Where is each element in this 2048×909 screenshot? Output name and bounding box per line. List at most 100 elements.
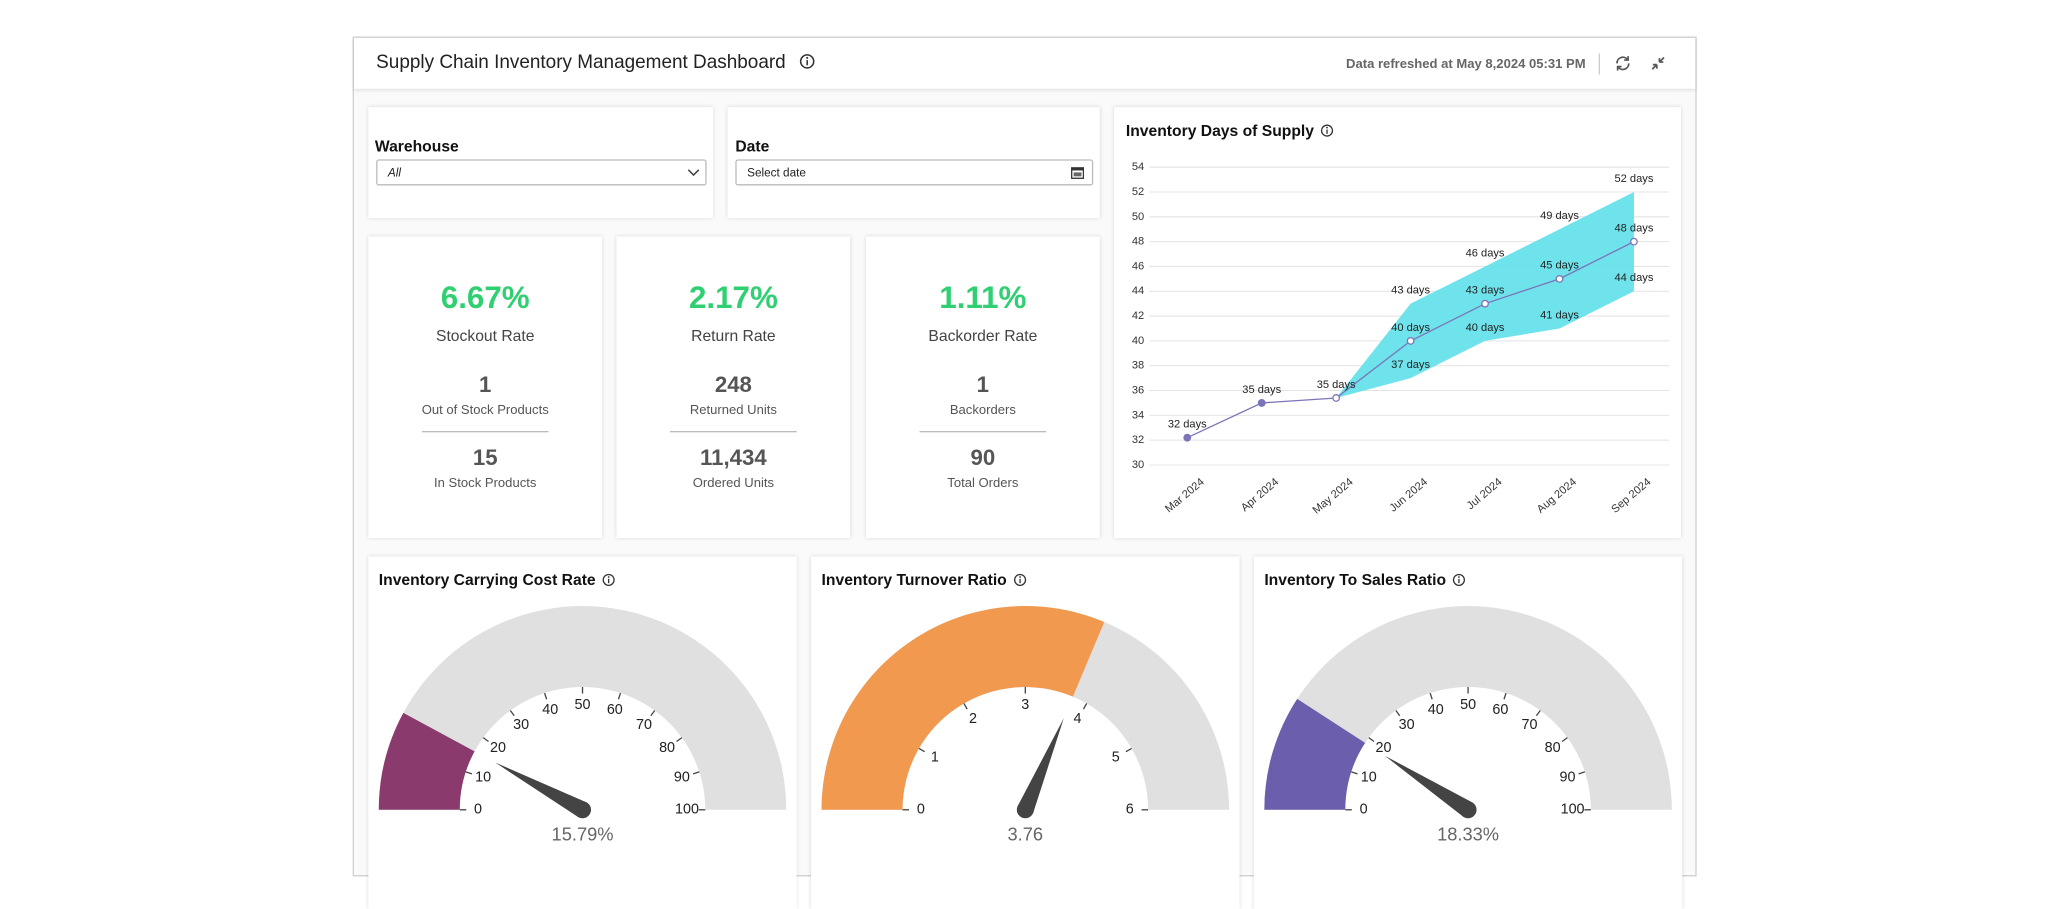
kpi-metric-label: Ordered Units [692, 476, 775, 492]
chart-title-text: Inventory Turnover Ratio [821, 570, 1007, 590]
band-label: 44 days [1615, 272, 1654, 284]
y-tick-label: 36 [1132, 384, 1144, 396]
gauge-tick [676, 737, 683, 742]
x-tick-label: Jun 2024 [1387, 476, 1430, 515]
data-point [1555, 274, 1564, 283]
gauge-tick [617, 692, 622, 700]
gauge-tick [963, 703, 968, 710]
gauge-needle-hub [574, 801, 592, 819]
date-input[interactable]: Select date [735, 159, 1094, 186]
kpi-divider [421, 431, 549, 433]
gauge-tick [692, 771, 700, 775]
confidence-band [1336, 191, 1634, 398]
y-tick-label: 50 [1132, 211, 1144, 223]
gauge-tick-label: 30 [513, 717, 529, 733]
data-point [1406, 336, 1415, 345]
calendar-icon [1071, 167, 1085, 179]
y-tick-label: 52 [1132, 186, 1144, 198]
info-icon[interactable] [1453, 573, 1466, 587]
gauge-tick-label: 20 [490, 740, 506, 756]
collapse-button[interactable] [1650, 55, 1667, 72]
data-label: 32 days [1168, 419, 1207, 431]
header-bar: Supply Chain Inventory Management Dashbo… [353, 37, 1696, 89]
chart-title-text: Inventory To Sales Ratio [1264, 570, 1447, 590]
data-point [1332, 394, 1341, 402]
kpi-metric-label: Backorders [949, 403, 1016, 418]
info-icon[interactable] [1013, 573, 1026, 587]
gauge-tick-label: 60 [1492, 702, 1508, 718]
y-tick-label: 46 [1132, 260, 1144, 272]
gauge-tick [1561, 737, 1568, 742]
data-point [1630, 237, 1638, 246]
gauge-tick-label: 2 [969, 711, 977, 727]
data-label: 40 days [1391, 322, 1430, 334]
kpi-metric-value: 90 [970, 445, 996, 470]
y-tick-label: 44 [1132, 285, 1144, 297]
kpi-metric-value: 11,434 [700, 445, 767, 470]
gauge-tick-label: 0 [1360, 802, 1368, 818]
gauge-tick-label: 90 [1559, 769, 1575, 785]
gauge-value-arc [1264, 698, 1366, 810]
gauge-tick-label: 70 [1522, 717, 1538, 733]
x-tick-label: Jul 2024 [1465, 476, 1505, 512]
chart-title-text: Inventory Carrying Cost Rate [378, 570, 596, 590]
gauge-tick [1125, 747, 1132, 753]
gauge-needle [495, 762, 587, 818]
filter-label: Warehouse [374, 137, 459, 156]
kpi-metric-label: Out of Stock Products [421, 403, 549, 418]
kpi-divider [919, 431, 1047, 433]
gauge-tick [1503, 692, 1507, 700]
gauge-tick-label: 4 [1074, 711, 1082, 727]
refreshed-text: Data refreshed at May 8,2024 05:31 PM [1346, 57, 1586, 72]
gauge-tick [1535, 710, 1541, 717]
info-icon[interactable] [1320, 124, 1334, 137]
data-label: 45 days [1540, 260, 1579, 272]
chart-title: Inventory Turnover Ratio [822, 571, 1027, 589]
gauge-tick-label: 3 [1021, 697, 1029, 713]
kpi-metric-label: Total Orders [947, 476, 1019, 492]
gauge-value-arc [378, 712, 475, 810]
gauge-tick [650, 710, 656, 717]
kpi-metric-value: 15 [472, 445, 498, 470]
band-label: 52 days [1615, 173, 1654, 185]
kpi-rate-label: Backorder Rate [928, 326, 1038, 345]
gauge-tick-label: 80 [1545, 740, 1561, 756]
kpi-card: 1.11% Backorder Rate 1 Backorders 90 Total Or… [865, 236, 1100, 539]
gauge-track [378, 606, 787, 810]
gauge-tick-label: 100 [1561, 802, 1585, 818]
info-icon[interactable] [602, 573, 615, 587]
kpi-rate: 2.17% [688, 280, 778, 316]
gauge-tick-label: 10 [475, 769, 491, 785]
gauge-tick-label: 30 [1399, 717, 1415, 733]
gauge-tick-label: 100 [675, 802, 699, 818]
gauge-track [1264, 606, 1672, 810]
gauge-tick-label: 40 [1428, 702, 1444, 718]
gauge-tick-label: 60 [607, 702, 623, 718]
warehouse-select[interactable]: All [376, 159, 707, 186]
band-label: 46 days [1466, 247, 1505, 259]
gauge-tick-label: 0 [917, 802, 925, 818]
gauge-tick [1368, 737, 1375, 742]
kpi-divider [670, 431, 797, 433]
gauge-tick-label: 1 [931, 749, 939, 765]
refresh-button[interactable] [1614, 55, 1631, 72]
gauge-tick-label: 40 [542, 702, 558, 718]
warehouse-filter-card: Warehouse All [368, 107, 714, 219]
gauge-tick-label: 0 [474, 802, 482, 818]
data-label: 48 days [1615, 223, 1654, 235]
band-label: 40 days [1466, 322, 1505, 334]
gauge-tick-label: 50 [1460, 697, 1476, 713]
kpi-metric-label: Returned Units [689, 403, 777, 418]
kpi-metric-label: In Stock Products [434, 476, 537, 492]
y-tick-label: 40 [1132, 335, 1144, 347]
kpi-card: 6.67% Stockout Rate 1 Out of Stock Products… [368, 236, 603, 539]
chevron-icon [687, 169, 700, 177]
y-tick-label: 34 [1132, 409, 1144, 421]
info-icon[interactable] [799, 54, 815, 70]
gauge-tick [465, 771, 473, 775]
chart-title: Inventory Carrying Cost Rate [379, 571, 615, 589]
band-label: 43 days [1391, 285, 1430, 297]
data-point [1183, 433, 1192, 442]
